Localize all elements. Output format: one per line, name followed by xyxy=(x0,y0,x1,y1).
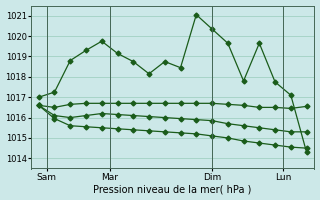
X-axis label: Pression niveau de la mer( hPa ): Pression niveau de la mer( hPa ) xyxy=(93,184,252,194)
